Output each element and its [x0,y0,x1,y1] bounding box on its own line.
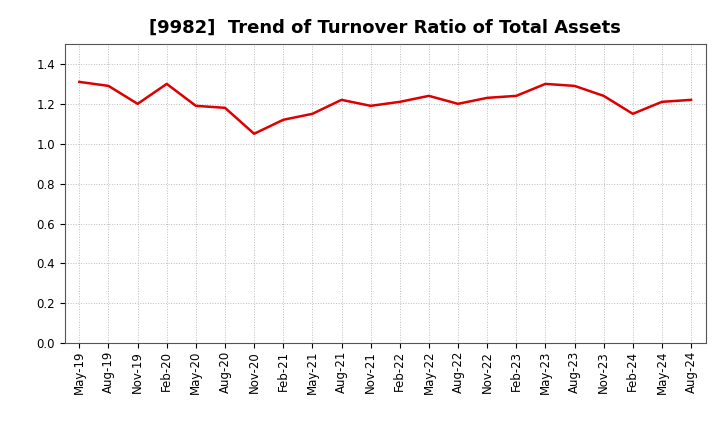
Title: [9982]  Trend of Turnover Ratio of Total Assets: [9982] Trend of Turnover Ratio of Total … [149,19,621,37]
